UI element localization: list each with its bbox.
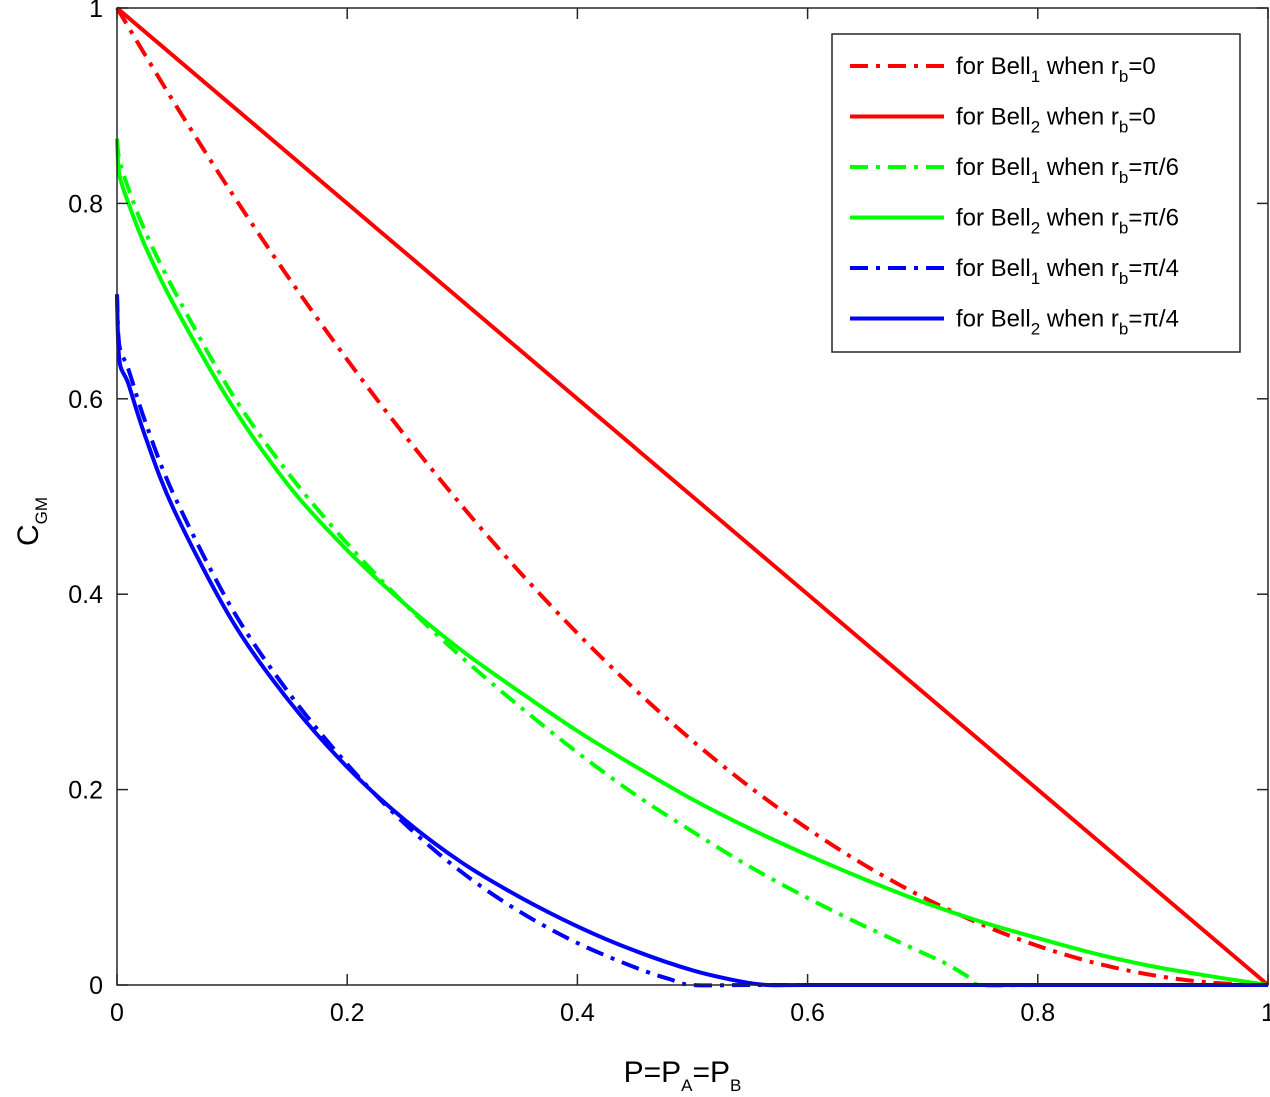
- series-line-4: [115, 138, 1269, 987]
- x-axis-label: P=PA=PB: [624, 1056, 742, 1095]
- series-line-1: [115, 6, 1269, 987]
- plot-frame: [116, 7, 1269, 986]
- y-tick-label: 0.2: [68, 777, 103, 805]
- x-tick-label: 1: [1261, 999, 1270, 1027]
- series-line-3: [115, 138, 1268, 988]
- x-tick-label: 0.4: [560, 999, 595, 1027]
- legend: for Bell1 when rb=0 for Bell2 when rb=0 fo…: [831, 33, 1241, 353]
- series-line-2: [115, 6, 1270, 987]
- legend-entry-5: for Bell1 when rb=π/4: [956, 255, 1179, 288]
- legend-entry-6: for Bell2 when rb=π/4: [956, 306, 1179, 339]
- y-tick-label: 0.6: [68, 386, 103, 414]
- y-tick-label: 0.4: [68, 581, 103, 609]
- series-layer: [115, 6, 1270, 988]
- legend-entry-2: for Bell2 when rb=0: [956, 104, 1156, 137]
- legend-entry-3: for Bell1 when rb=π/6: [956, 154, 1179, 187]
- x-tick-label: 0.6: [790, 999, 825, 1027]
- y-tick-label: 1: [89, 0, 103, 23]
- tick-layer: 0 0.2 0.4 0.6 0.8 1 0 0.2 0.4 0.6 0.8 1: [68, 0, 1270, 1027]
- legend-entry-4: for Bell2 when rb=π/6: [956, 205, 1179, 238]
- legend-box: [831, 33, 1241, 353]
- x-tick-label: 0: [110, 999, 124, 1027]
- y-tick-label: 0: [89, 972, 103, 1000]
- y-axis-label: CGM: [12, 497, 51, 546]
- x-tick-label: 0.2: [330, 999, 365, 1027]
- legend-entry-1: for Bell1 when rb=0: [956, 53, 1156, 86]
- y-tick-label: 0.8: [68, 190, 103, 218]
- x-tick-label: 0.8: [1020, 999, 1055, 1027]
